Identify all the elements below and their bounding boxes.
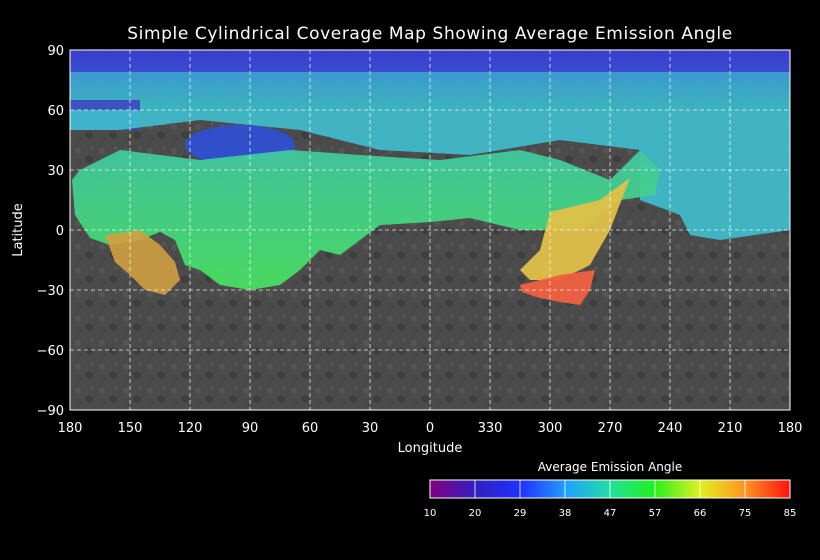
y-tick-label: 60	[47, 104, 64, 119]
y-tick-label: −90	[37, 404, 64, 419]
map-title: Simple Cylindrical Coverage Map Showing …	[127, 24, 733, 44]
colorbar-tick-label: 10	[424, 508, 437, 519]
colorbar-tick-label: 57	[649, 508, 662, 519]
y-tick-label: −30	[37, 284, 64, 299]
y-tick-labels: 90 60 30 0 −30 −60 −90	[37, 44, 64, 419]
x-tick-label: 180	[58, 421, 83, 436]
grid-lines	[70, 50, 790, 410]
x-tick-label: 270	[598, 421, 623, 436]
x-tick-label: 210	[718, 421, 743, 436]
y-tick-label: 0	[56, 224, 64, 239]
coverage-map: 180 150 120 90 60 30 0 330 300 270 240 210 180 90603…	[11, 44, 803, 456]
x-tick-label: 150	[118, 421, 143, 436]
colorbar-tick-label: 75	[739, 508, 752, 519]
colorbar-tick-label: 20	[469, 508, 482, 519]
x-tick-label: 120	[178, 421, 203, 436]
y-tick-label: −60	[37, 344, 64, 359]
y-tick-label: 90	[47, 44, 64, 59]
x-tick-label: 90	[242, 421, 259, 436]
colorbar-tick-label: 29	[514, 508, 527, 519]
x-tick-label: 0	[426, 421, 434, 436]
coverage-yellow-right	[520, 178, 630, 280]
colorbar: 10 20 29 38 47 57 66 75 85	[424, 479, 797, 519]
colorbar-tick-label: 38	[559, 508, 572, 519]
coverage-green-region	[72, 150, 660, 290]
x-axis-label: Longitude	[398, 441, 463, 456]
coverage-red-patch	[520, 270, 595, 305]
x-tick-label: 180	[778, 421, 803, 436]
colorbar-title: Average Emission Angle	[537, 460, 683, 474]
y-axis-label: Latitude	[11, 203, 26, 257]
x-tick-labels: 180 150 120 90 60 30 0 330 300 270 240 210 180	[58, 421, 803, 436]
x-tick-label: 300	[538, 421, 563, 436]
x-tick-label: 330	[478, 421, 503, 436]
x-tick-label: 30	[362, 421, 379, 436]
colorbar-tick-label: 47	[604, 508, 617, 519]
colorbar-tick-label: 66	[694, 508, 707, 519]
colorbar-tick-label: 85	[784, 508, 797, 519]
x-tick-label: 60	[302, 421, 319, 436]
y-tick-label: 30	[47, 164, 64, 179]
colorbar-ticks: 10 20 29 38 47 57 66 75 85	[424, 480, 797, 519]
coverage-orange-left	[105, 230, 180, 295]
x-tick-label: 240	[658, 421, 683, 436]
